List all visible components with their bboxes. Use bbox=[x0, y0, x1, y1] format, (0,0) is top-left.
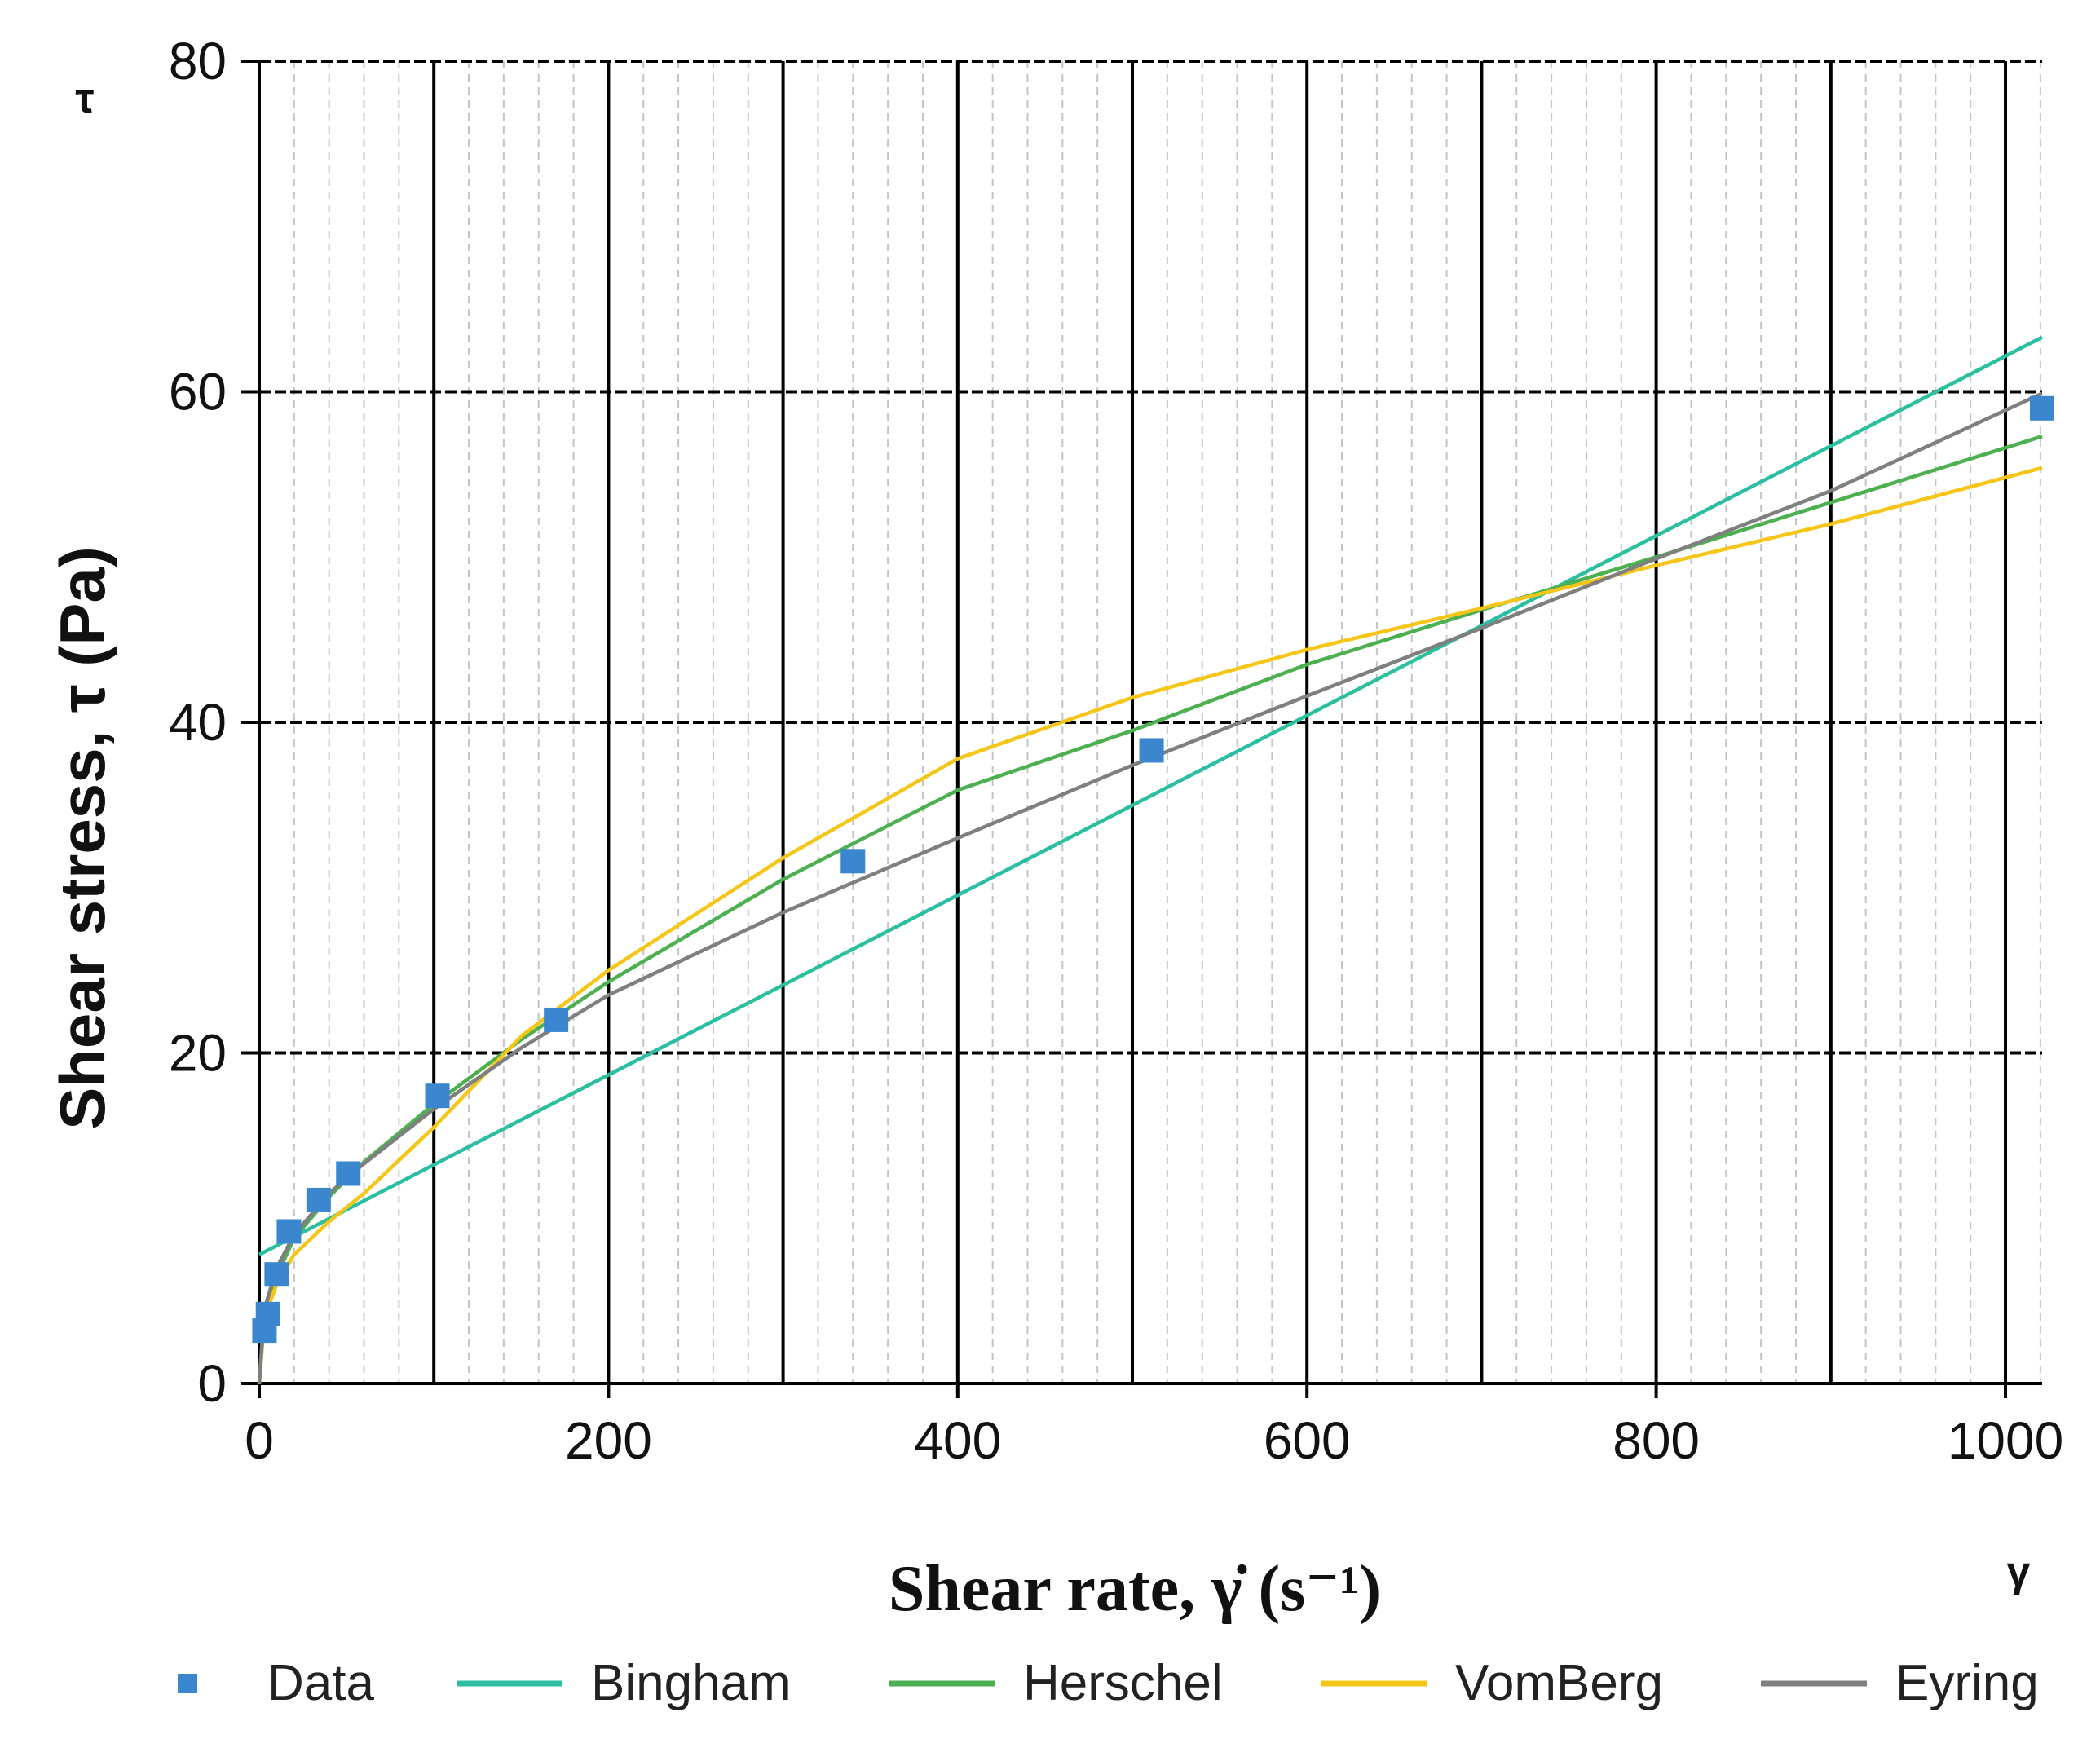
x-axis-symbol: γ bbox=[2007, 1548, 2031, 1595]
series-line-vomberg bbox=[257, 466, 2043, 1384]
legend-label-bingham: Bingham bbox=[591, 1655, 791, 1711]
data-point bbox=[840, 849, 866, 874]
data-point bbox=[264, 1262, 289, 1287]
y-tick-label: 0 bbox=[197, 1354, 227, 1413]
x-tick-label: 600 bbox=[1264, 1411, 1351, 1470]
y-tick-label: 60 bbox=[169, 363, 227, 421]
y-tick-label: 40 bbox=[169, 693, 227, 752]
data-point bbox=[336, 1161, 361, 1186]
legend-label-vomberg: VomBerg bbox=[1455, 1655, 1663, 1711]
legend: Data Bingham Herschel VomBerg Eyring bbox=[178, 1655, 2039, 1711]
x-axis-label: Shear rate, γ̇ (s⁻¹) bbox=[889, 1553, 1381, 1625]
series-line-herschel bbox=[257, 435, 2043, 1384]
x-tick-label: 800 bbox=[1612, 1411, 1700, 1470]
data-point bbox=[544, 1007, 569, 1032]
x-tick-label: 1000 bbox=[1948, 1411, 2063, 1470]
data-point bbox=[306, 1187, 331, 1212]
legend-label-data: Data bbox=[267, 1655, 374, 1711]
x-tick-label: 200 bbox=[565, 1411, 652, 1470]
x-tick-label: 400 bbox=[914, 1411, 1001, 1470]
series-group bbox=[252, 335, 2054, 1384]
data-point bbox=[276, 1219, 302, 1244]
legend-marker-data bbox=[178, 1674, 197, 1693]
data-point bbox=[2030, 395, 2054, 421]
legend-label-eyring: Eyring bbox=[1895, 1655, 2039, 1711]
y-tick-label: 20 bbox=[169, 1024, 227, 1083]
y-axis-label: Shear stress, τ (Pa) bbox=[46, 546, 118, 1129]
series-line-eyring bbox=[257, 391, 2043, 1384]
data-point bbox=[255, 1301, 280, 1326]
y-tick-label: 80 bbox=[169, 32, 227, 90]
x-tick-label: 0 bbox=[245, 1411, 274, 1470]
axes bbox=[241, 60, 2042, 1398]
data-point bbox=[1139, 738, 1164, 763]
data-point bbox=[425, 1083, 450, 1109]
grid bbox=[259, 60, 2042, 1384]
legend-label-herschel: Herschel bbox=[1023, 1655, 1223, 1711]
series-line-bingham bbox=[258, 335, 2044, 1256]
y-axis-symbol: τ bbox=[75, 75, 94, 122]
